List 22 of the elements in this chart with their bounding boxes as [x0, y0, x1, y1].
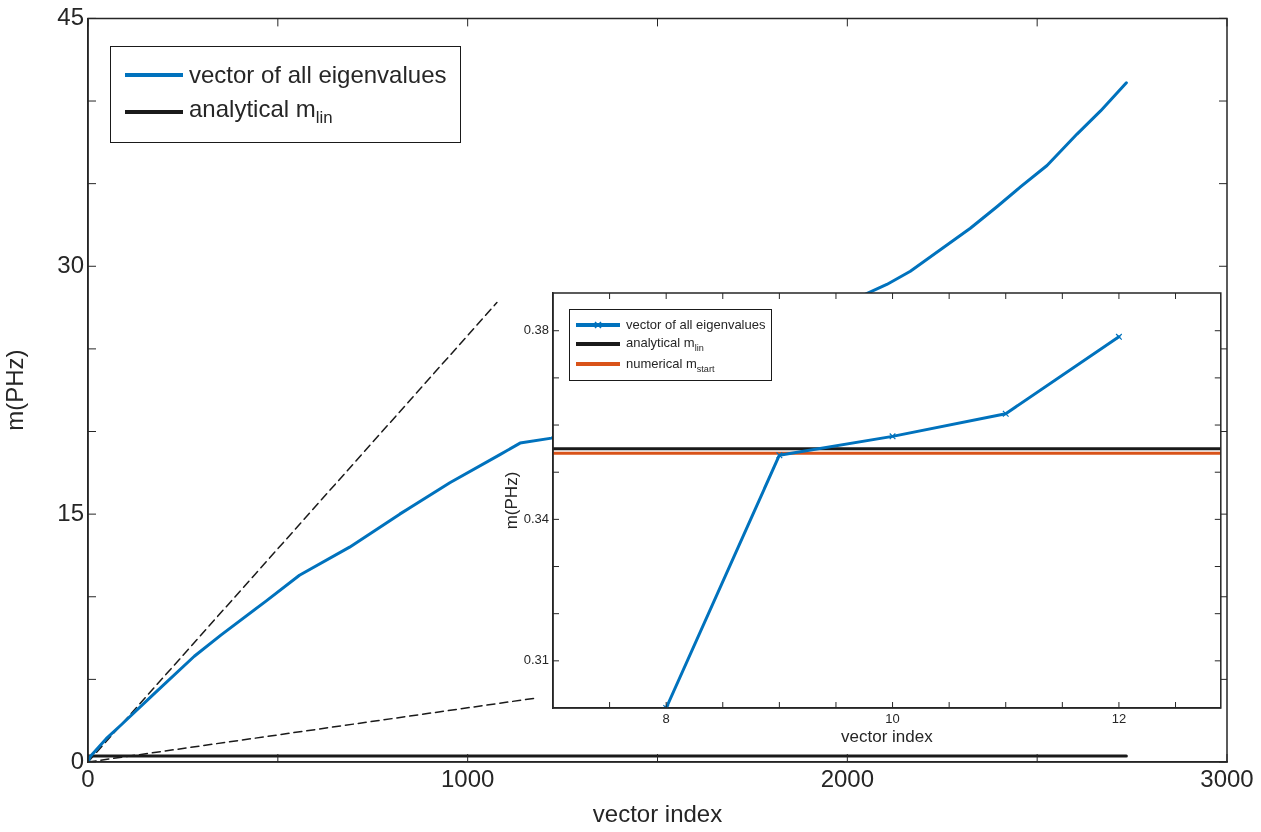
x-axis-title: vector index — [592, 800, 723, 828]
legend-label: analytical m$_{lin}$ — [189, 95, 333, 129]
x-tick-label: 2000 — [820, 765, 875, 793]
x-tick-label: 12 — [1111, 711, 1127, 727]
legend-label: vector of all eigenvalues — [189, 61, 447, 90]
legend-label: vector of all eigenvalues — [626, 317, 766, 332]
y-tick-label: 0.31 — [523, 652, 549, 668]
y-tick-label: 15 — [57, 498, 84, 526]
y-tick-label: 30 — [57, 250, 84, 278]
y-tick-label: 0.38 — [523, 322, 549, 338]
y-axis-title: m(PHz) — [501, 471, 521, 530]
x-tick-label: 10 — [885, 711, 900, 727]
y-tick-label: 0 — [70, 746, 84, 774]
legend-label: analytical m$_{lin}$ — [626, 335, 704, 353]
legend-label: numerical m$_{start}$ — [626, 355, 715, 374]
x-tick-label: 3000 — [1200, 765, 1254, 793]
x-tick-label: 1000 — [440, 765, 495, 793]
x-tick-label: 8 — [662, 711, 670, 727]
y-axis-title: m(PHz) — [1, 349, 29, 431]
x-axis-title: vector index — [841, 727, 934, 747]
y-tick-label: 45 — [57, 3, 84, 31]
y-tick-label: 0.34 — [523, 510, 549, 526]
